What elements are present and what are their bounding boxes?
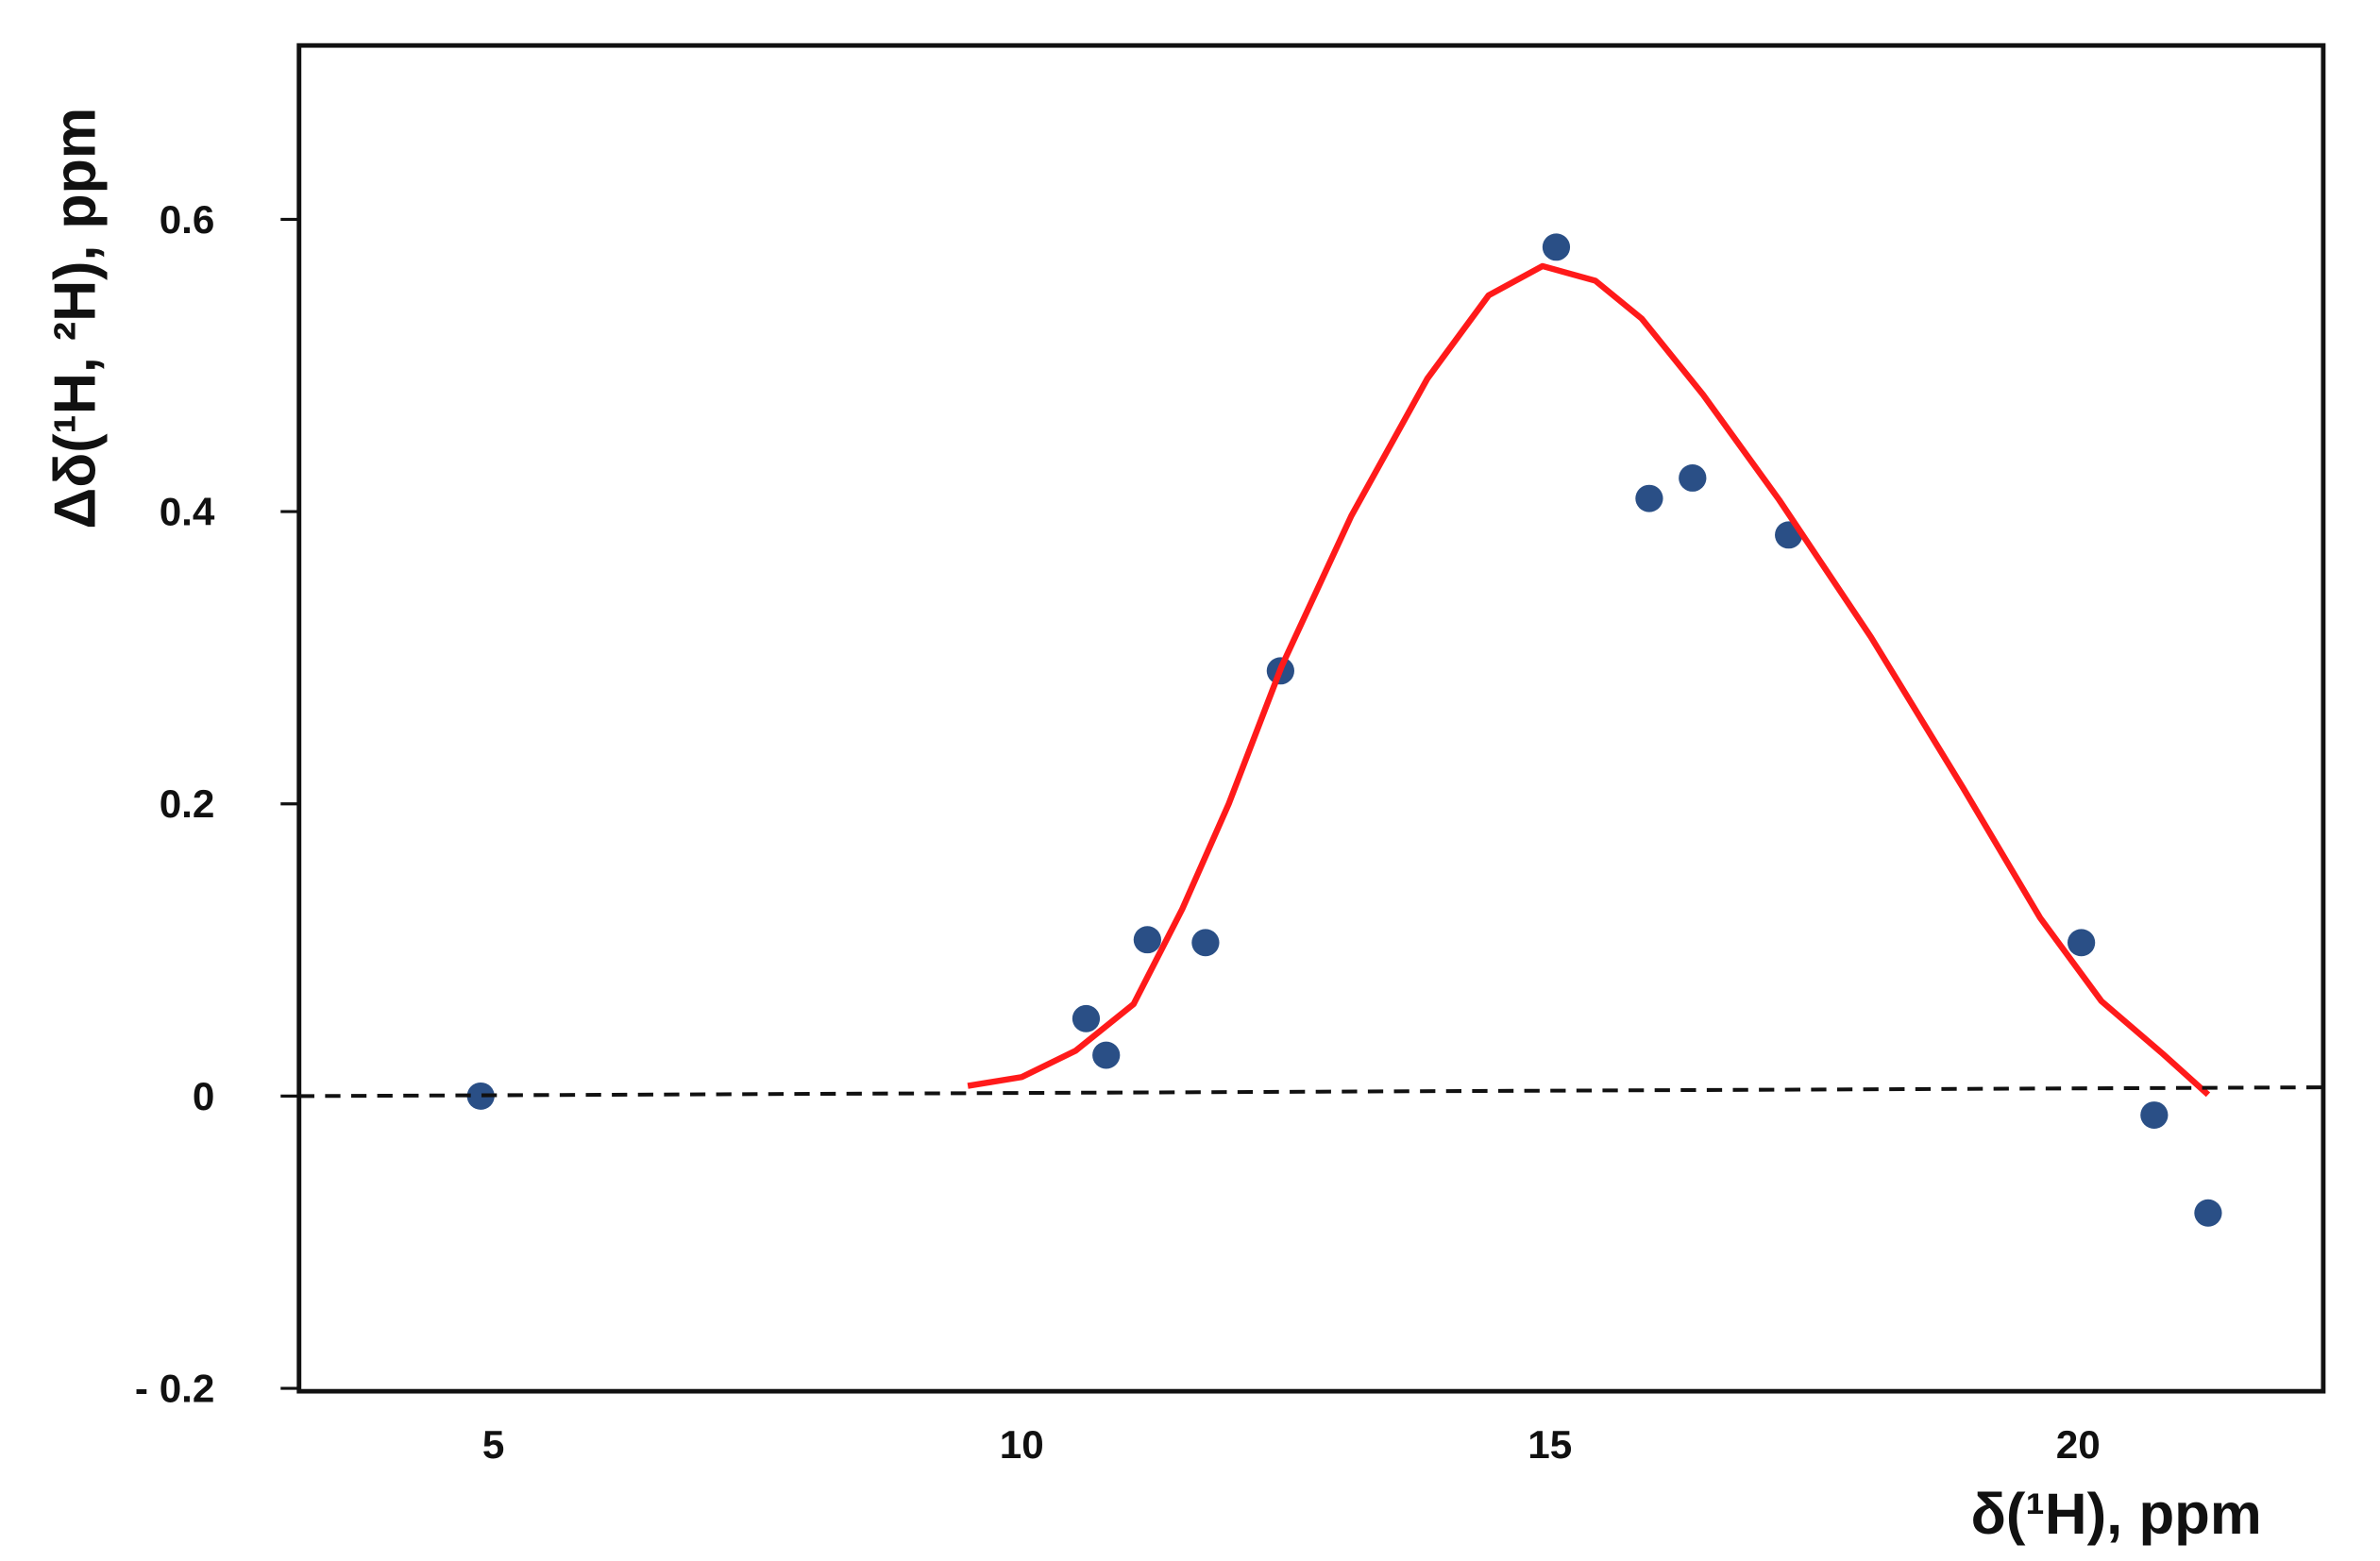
x-tick-label: 5 — [482, 1422, 504, 1467]
x-tick-label: 20 — [2056, 1422, 2101, 1467]
y-tick-label: 0.4 — [160, 490, 215, 534]
plot-frame — [296, 42, 2326, 1394]
data-point — [1635, 484, 1663, 512]
y-tick-label: 0.6 — [160, 197, 215, 242]
data-point — [2140, 1101, 2169, 1129]
x-tick-label: 10 — [1000, 1422, 1044, 1467]
y-tick-label: 0 — [193, 1074, 214, 1118]
data-point — [466, 1082, 495, 1110]
data-point — [1072, 1004, 1101, 1032]
y-tick-label: - 0.2 — [135, 1367, 214, 1411]
data-point — [1133, 926, 1161, 954]
y-tick-label: 0.2 — [160, 781, 215, 826]
baseline — [298, 1085, 2323, 1099]
data-point — [2068, 929, 2096, 957]
data-point — [1542, 233, 1571, 261]
data-point — [1679, 464, 1707, 492]
x-tick-label: 15 — [1528, 1422, 1572, 1467]
data-point — [1191, 929, 1220, 957]
fit-curve — [967, 262, 2211, 1098]
data-point — [2194, 1199, 2222, 1227]
y-axis-label: Δδ(¹H, ²H), ppm — [42, 108, 108, 529]
data-point — [1092, 1041, 1121, 1069]
x-axis-label: δ(¹H), ppm — [1971, 1482, 2262, 1547]
